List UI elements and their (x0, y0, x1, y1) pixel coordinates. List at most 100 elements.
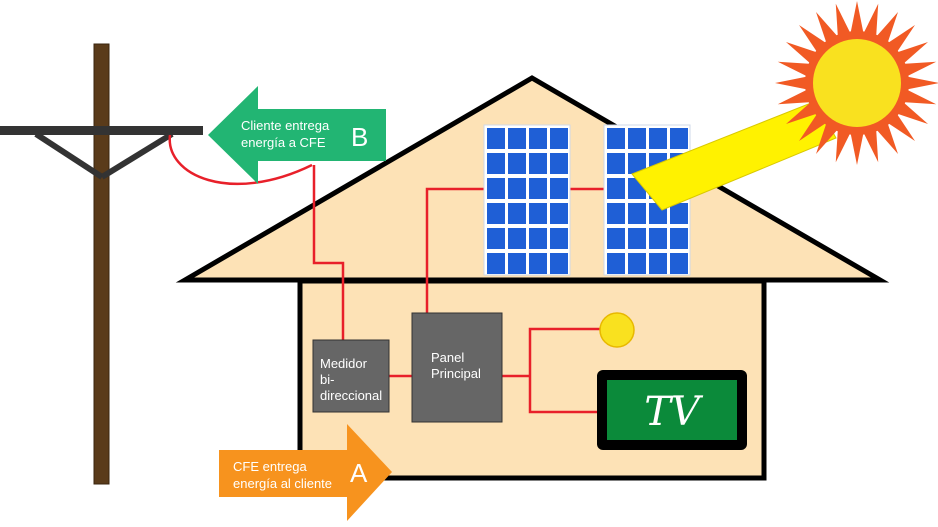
solar-cell (508, 253, 526, 274)
sun-ray (850, 132, 864, 165)
solar-cell (508, 228, 526, 249)
sun-ray (775, 76, 808, 90)
solar-cell (508, 153, 526, 174)
solar-cell (529, 128, 547, 149)
panel-label-line1: Panel (431, 350, 464, 365)
solar-cell (607, 128, 625, 149)
sun-core (813, 39, 901, 127)
arrow-b-line1: Cliente entrega (241, 118, 330, 133)
sun-ray (785, 102, 818, 124)
solar-cell (649, 253, 667, 274)
solar-cell (628, 203, 646, 224)
solar-cell (487, 228, 505, 249)
solar-cell (550, 128, 568, 149)
solar-cell (487, 153, 505, 174)
solar-cell (529, 228, 547, 249)
solar-cell (529, 178, 547, 199)
sun-icon (775, 1, 938, 165)
solar-cell (649, 228, 667, 249)
sun-ray (835, 129, 851, 163)
sun-ray (903, 89, 937, 105)
solar-cell (649, 128, 667, 149)
meter-label-line2: bi- (320, 372, 334, 387)
panel-solar-wire (425, 187, 487, 313)
sun-ray (799, 25, 827, 53)
arrow-b-line2: energía a CFE (241, 135, 326, 150)
sunbeam (631, 100, 837, 211)
panel-label-line2: Principal (431, 366, 481, 381)
sun-ray (785, 42, 818, 64)
service-drop-wire (168, 134, 313, 186)
solar-panel-left (483, 124, 571, 276)
arrow-a-line2: energía al cliente (233, 476, 332, 491)
tv-screen (607, 380, 737, 440)
sun-ray (777, 61, 811, 77)
tv-wire (528, 376, 600, 414)
sun-ray (835, 3, 851, 37)
sun-ray (777, 89, 811, 105)
solar-cell (670, 203, 688, 224)
solar-cell (550, 153, 568, 174)
solar-cell (670, 128, 688, 149)
pole-brace-left (34, 131, 104, 180)
meter-label-line3: direccional (320, 388, 382, 403)
solar-cell (487, 203, 505, 224)
light-bulb-icon (599, 312, 635, 348)
solar-cell (550, 203, 568, 224)
sun-ray (887, 113, 915, 141)
sun-ray (896, 102, 929, 124)
sun-ray (816, 11, 838, 44)
pole-crossarm (0, 126, 203, 135)
solar-cell (628, 128, 646, 149)
tv-label: TV (644, 389, 704, 435)
solar-cell (607, 153, 625, 174)
bulb-wire (528, 327, 600, 376)
solar-cell (670, 228, 688, 249)
bidirectional-meter: Medidor bi- direccional (312, 339, 390, 413)
sun-ray (850, 1, 864, 34)
solar-cell (487, 253, 505, 274)
sun-ray (863, 129, 879, 163)
arrow-a-cfe-to-customer: CFE entrega energía al cliente A (219, 424, 392, 521)
solar-cell (628, 253, 646, 274)
solar-cell (487, 178, 505, 199)
sun-ray (876, 122, 898, 155)
solar-cell (607, 203, 625, 224)
utility-pole (93, 43, 110, 485)
solar-cell (508, 178, 526, 199)
solar-cell (550, 178, 568, 199)
pole-brace-right (100, 131, 174, 180)
sun-ray (906, 76, 938, 90)
solar-cell (670, 253, 688, 274)
solar-cell (628, 228, 646, 249)
arrow-b-letter: B (351, 122, 368, 152)
meter-label-line1: Medidor (320, 356, 368, 371)
solar-cell (529, 253, 547, 274)
sun-ray (816, 122, 838, 155)
sun-ray (876, 11, 898, 44)
sun-ray (896, 42, 929, 64)
sun-ray (903, 61, 937, 77)
solar-cell (508, 203, 526, 224)
wiring (168, 134, 605, 414)
sun-ray (863, 3, 879, 37)
tv-icon: TV (597, 370, 747, 450)
sun-ray (799, 113, 827, 141)
solar-cell (607, 178, 625, 199)
arrow-a-letter: A (350, 458, 368, 488)
meter-feed-wire (312, 165, 345, 340)
solar-cell (607, 228, 625, 249)
solar-cell (529, 153, 547, 174)
solar-cell (487, 128, 505, 149)
solar-cell (607, 253, 625, 274)
solar-cell (550, 228, 568, 249)
solar-cell (628, 153, 646, 174)
solar-cell (508, 128, 526, 149)
arrow-a-line1: CFE entrega (233, 459, 307, 474)
solar-cell (550, 253, 568, 274)
solar-cell (529, 203, 547, 224)
arrow-b-customer-to-cfe: Cliente entrega energía a CFE B (208, 86, 386, 184)
sun-ray (887, 25, 915, 53)
main-panel: Panel Principal (411, 312, 503, 423)
